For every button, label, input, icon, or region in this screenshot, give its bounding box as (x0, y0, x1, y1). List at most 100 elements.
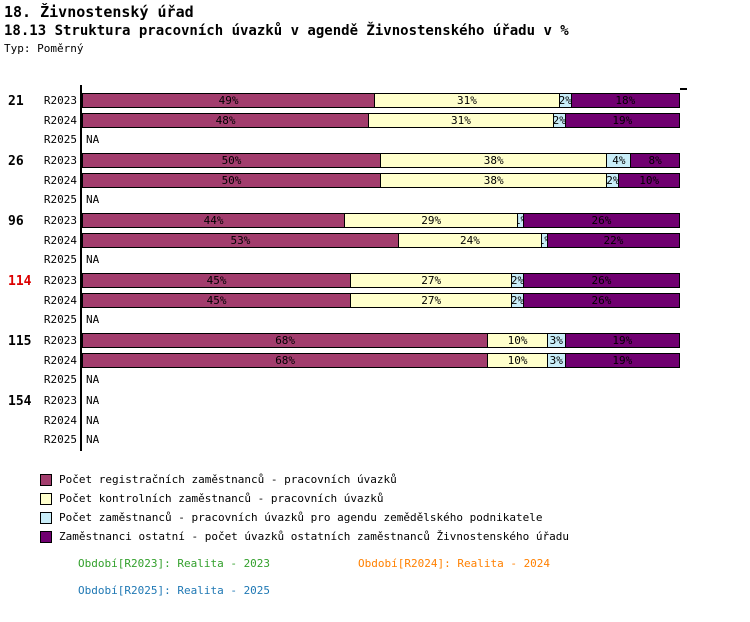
group-label-21: 21 (8, 94, 24, 109)
na-label-154-R2024: NA (86, 414, 100, 427)
bar-segment-series2: 10% (488, 334, 548, 347)
bar-segment-series4: 8% (631, 154, 679, 167)
bar-segment-series2: 31% (369, 114, 554, 127)
legend-swatch-series3 (40, 511, 52, 524)
legend-label-series4: Zaměstnanci ostatní - počet úvazků ostat… (59, 530, 569, 543)
group-label-115: 115 (8, 334, 32, 349)
bar-segment-series2: 31% (375, 94, 560, 107)
row-label-26-R2025: R2025 (43, 193, 77, 206)
bar-segment-series3: 1% (518, 214, 525, 227)
bar-segment-series1: 50% (83, 174, 381, 187)
stacked-bar-114-R2024: 45%27%2%26% (82, 293, 680, 308)
legend-swatch-series4 (40, 530, 52, 543)
group-label-114: 114 (8, 274, 32, 289)
bar-segment-series1: 45% (83, 294, 352, 307)
legend-swatch-series1 (40, 473, 52, 486)
bar-segment-series4: 26% (524, 274, 679, 287)
row-label-26-R2024: R2024 (43, 174, 77, 187)
row-label-96-R2023: R2023 (43, 214, 77, 227)
bar-segment-series4: 19% (565, 334, 679, 347)
bar-segment-series1: 48% (83, 114, 370, 127)
bar-segment-series1: 50% (83, 154, 381, 167)
row-label-114-R2023: R2023 (43, 274, 77, 287)
bar-segment-series2: 10% (488, 354, 548, 367)
period-label-3: Období[R2025]: Realita - 2025 (78, 584, 271, 597)
bar-segment-series2: 27% (351, 294, 513, 307)
na-label-154-R2023: NA (86, 394, 100, 407)
row-label-154-R2024: R2024 (43, 414, 77, 427)
stacked-bar-115-R2023: 68% 10% 3% 19% (82, 333, 680, 348)
row-label-115-R2025: R2025 (43, 373, 77, 386)
bar-segment-series4: 26% (524, 294, 679, 307)
legend-item-1: Počet registračních zaměstnanců - pracov… (40, 473, 397, 486)
group-label-96: 96 (8, 214, 24, 229)
stacked-bar-96-R2024: 53%24%1%22% (82, 233, 680, 248)
bar-segment-series4: 26% (524, 214, 679, 227)
bar-segment-series2: 27% (351, 274, 513, 287)
row-label-96-R2024: R2024 (43, 234, 77, 247)
bar-segment-series3: 2% (512, 274, 524, 287)
bar-segment-series3: 3% (547, 334, 566, 347)
bar-segment-series1: 68% (83, 334, 489, 347)
legend-label-series2: Počet kontrolních zaměstnanců - pracovní… (59, 492, 384, 505)
row-label-96-R2025: R2025 (43, 253, 77, 266)
row-label-154-R2023: R2023 (43, 394, 77, 407)
row-label-154-R2025: R2025 (43, 433, 77, 446)
bar-segment-series4: 19% (565, 114, 679, 127)
stacked-bar-21-R2023: 49%31%2%18% (82, 93, 680, 108)
bar-segment-series2: 29% (345, 214, 519, 227)
stacked-bar-115-R2024: 68% 10% 3% 19% (82, 353, 680, 368)
report-title: 18. Živnostenský úřad (4, 3, 194, 21)
y-axis-line (80, 85, 82, 451)
bar-segment-series4: 22% (547, 234, 679, 247)
na-label-96-R2025: NA (86, 253, 100, 266)
legend-label-series1: Počet registračních zaměstnanců - pracov… (59, 473, 397, 486)
na-label-154-R2025: NA (86, 433, 100, 446)
legend-item-4: Zaměstnanci ostatní - počet úvazků ostat… (40, 530, 569, 543)
row-label-21-R2025: R2025 (43, 133, 77, 146)
bar-segment-series2: 38% (381, 174, 608, 187)
bar-segment-series1: 45% (83, 274, 352, 287)
bar-segment-series3: 2% (559, 94, 572, 107)
bar-segment-series4: 19% (565, 354, 679, 367)
legend-swatch-series2 (40, 492, 52, 505)
stacked-bar-26-R2023: 50% 38% 4% 8% (82, 153, 680, 168)
row-label-115-R2023: R2023 (43, 334, 77, 347)
group-label-154: 154 (8, 394, 32, 409)
period-label-1: Období[R2023]: Realita - 2023 (78, 557, 271, 570)
legend-item-2: Počet kontrolních zaměstnanců - pracovní… (40, 492, 384, 505)
row-label-21-R2024: R2024 (43, 114, 77, 127)
bar-segment-series1: 53% (83, 234, 399, 247)
axis-tick-100pct (680, 88, 687, 90)
bar-segment-series3: 1% (541, 234, 548, 247)
chart-title: 18.13 Struktura pracovních úvazků v agen… (4, 23, 569, 39)
bar-segment-series1: 49% (83, 94, 376, 107)
stacked-bar-96-R2023: 44%29%1%26% (82, 213, 680, 228)
row-label-26-R2023: R2023 (43, 154, 77, 167)
bar-segment-series4: 18% (571, 94, 679, 107)
bar-segment-series1: 68% (83, 354, 489, 367)
row-label-115-R2024: R2024 (43, 354, 77, 367)
row-label-114-R2024: R2024 (43, 294, 77, 307)
legend-item-3: Počet zaměstnanců - pracovních úvazků pr… (40, 511, 542, 524)
legend-label-series3: Počet zaměstnanců - pracovních úvazků pr… (59, 511, 543, 524)
bar-segment-series3: 2% (512, 294, 524, 307)
na-label-21-R2025: NA (86, 133, 100, 146)
period-label-2: Období[R2024]: Realita - 2024 (358, 557, 551, 570)
bar-segment-series1: 44% (83, 214, 346, 227)
na-label-114-R2025: NA (86, 313, 100, 326)
group-label-26: 26 (8, 154, 24, 169)
na-label-26-R2025: NA (86, 193, 100, 206)
bar-segment-series2: 38% (381, 154, 608, 167)
stacked-bar-21-R2024: 48%31%2%19% (82, 113, 680, 128)
bar-segment-series3: 2% (553, 114, 566, 127)
row-label-21-R2023: R2023 (43, 94, 77, 107)
bar-segment-series3: 4% (607, 154, 632, 167)
stacked-bar-26-R2024: 50%38%2%10% (82, 173, 680, 188)
bar-segment-series4: 10% (619, 174, 679, 187)
bar-segment-series3: 2% (607, 174, 620, 187)
bar-segment-series3: 3% (547, 354, 566, 367)
row-label-114-R2025: R2025 (43, 313, 77, 326)
na-label-115-R2025: NA (86, 373, 100, 386)
